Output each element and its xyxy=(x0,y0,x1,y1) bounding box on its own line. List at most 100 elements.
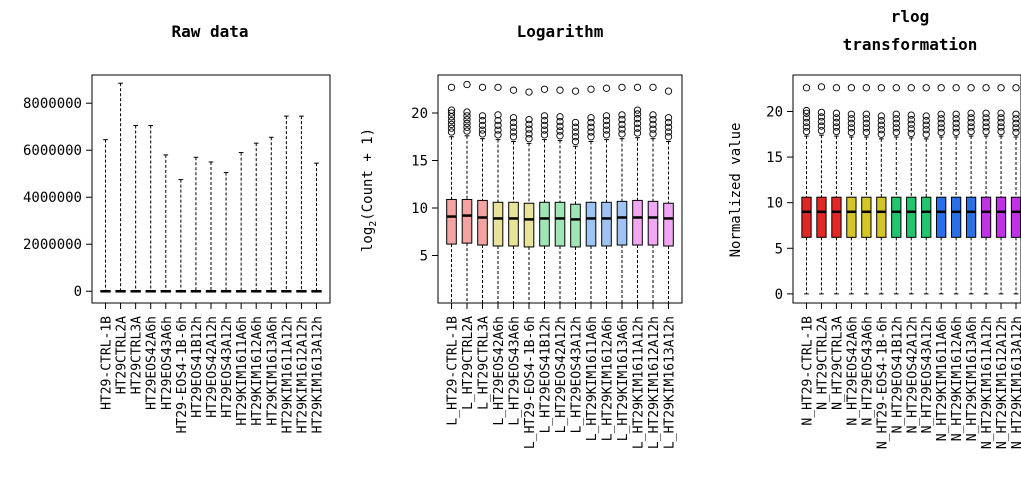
box xyxy=(461,198,473,244)
box xyxy=(508,201,519,247)
outlier-point xyxy=(540,112,549,120)
outlier-point xyxy=(1012,128,1020,137)
x-tick-label: L_HT29-CTRL-1B xyxy=(446,316,461,426)
outlier-point xyxy=(862,124,871,132)
outlier-point xyxy=(847,124,856,132)
outlier-point xyxy=(802,127,811,136)
y-tick-label: 20 xyxy=(766,104,783,120)
y-tick-label: 20 xyxy=(411,106,428,122)
outlier-point xyxy=(509,133,518,141)
outlier-point xyxy=(997,127,1005,136)
outlier-point xyxy=(525,120,533,129)
outlier-point xyxy=(817,83,826,91)
box xyxy=(980,196,992,238)
x-tick-label: HT29KIM1611A12h xyxy=(280,316,295,433)
box xyxy=(554,201,566,247)
outlier-point xyxy=(997,84,1005,92)
box xyxy=(601,201,612,247)
outlier-point xyxy=(832,114,841,122)
outlier-point xyxy=(892,110,900,118)
outlier-point xyxy=(587,128,595,136)
outlier-point xyxy=(892,84,900,92)
y-tick-label: 10 xyxy=(411,201,428,217)
x-tick-label: N_HT29EOS41B12h xyxy=(890,316,905,433)
box xyxy=(585,201,597,247)
outlier-point xyxy=(832,123,841,131)
outlier-point xyxy=(571,128,580,136)
outlier-point xyxy=(602,116,611,125)
outlier-point xyxy=(478,112,487,120)
outlier-point xyxy=(540,85,549,93)
y-axis-label: log2(Count + 1) xyxy=(360,128,379,252)
outlier-point xyxy=(571,87,580,95)
outlier-point xyxy=(817,122,826,130)
chart-title: Logarithm xyxy=(517,22,604,41)
outlier-point xyxy=(633,83,642,92)
y-tick-label: 8000000 xyxy=(23,96,82,112)
outlier-point xyxy=(1012,115,1020,123)
outlier-point xyxy=(892,119,900,127)
outlier-point xyxy=(571,123,580,131)
box xyxy=(816,196,827,238)
x-tick-label: N_HT29EOS42A12h xyxy=(905,316,920,433)
outlier-point xyxy=(602,121,611,130)
outlier-point xyxy=(802,84,811,92)
outlier-point xyxy=(649,111,657,119)
outlier-point xyxy=(633,106,642,114)
outlier-point xyxy=(478,83,487,92)
outlier-point xyxy=(832,118,841,127)
box xyxy=(492,201,504,247)
outlier-point xyxy=(862,115,871,123)
outlier-point xyxy=(664,123,673,131)
outlier-point xyxy=(618,130,626,138)
outlier-point xyxy=(509,123,518,131)
outlier-point xyxy=(892,124,900,132)
outlier-point xyxy=(907,120,915,128)
outlier-point xyxy=(494,83,502,92)
x-tick-label: HT29KIM1612A12h xyxy=(295,316,310,433)
chart-panel-raw-data: Raw data 0 2000000 4000000 6000000 8000000 HT… xyxy=(23,22,331,433)
y-tick-label: 6000000 xyxy=(23,143,82,159)
outlier-point xyxy=(556,86,564,94)
outlier-point xyxy=(556,122,564,130)
outlier-point xyxy=(1012,124,1020,132)
box xyxy=(446,198,457,245)
outlier-point xyxy=(952,110,960,118)
x-tick-label: N_HT29EOS42A6h xyxy=(845,316,860,426)
outlier-point xyxy=(877,126,885,134)
x-tick-label: L_HT29EOS43A12h xyxy=(570,316,585,433)
x-tick-label: L_HT29EOS42A12h xyxy=(554,316,569,433)
outlier-point xyxy=(847,115,856,123)
outlier-point xyxy=(463,123,471,131)
outlier-point xyxy=(587,133,595,141)
y-tick-label: 0 xyxy=(775,287,783,303)
x-tick-label: HT29KIM1612A6h xyxy=(250,316,265,426)
outlier-point xyxy=(817,117,826,126)
x-tick-label: N_HT29KIM1611A6h xyxy=(935,316,950,441)
outlier-point xyxy=(952,84,960,92)
box xyxy=(995,196,1007,238)
x-tick-label: L_HT29KIM1611A12h xyxy=(632,316,647,449)
outlier-point xyxy=(649,130,657,138)
outlier-point xyxy=(922,116,930,125)
outlier-point xyxy=(447,106,456,114)
y-tick-label: 15 xyxy=(411,154,428,170)
chart-title-line-1: rlog xyxy=(891,7,930,26)
x-tick-label: HT29CTRL3A xyxy=(130,316,145,394)
x-tick-label: HT29KIM1613A6h xyxy=(265,316,280,426)
outlier-point xyxy=(478,121,487,130)
outlier-point xyxy=(877,84,885,92)
outlier-point xyxy=(618,111,626,119)
chart-title-line-2: transformation xyxy=(843,35,978,54)
outlier-point xyxy=(907,125,915,133)
outlier-point xyxy=(463,80,471,89)
outlier-point xyxy=(802,123,811,131)
outlier-point xyxy=(967,118,975,127)
x-tick-label: HT29-CTRL-1B xyxy=(100,316,115,410)
outlier-point xyxy=(571,133,580,141)
outlier-point xyxy=(664,114,673,122)
outlier-point xyxy=(494,131,502,139)
box xyxy=(951,196,962,238)
box xyxy=(523,202,535,248)
outlier-point xyxy=(540,121,549,130)
